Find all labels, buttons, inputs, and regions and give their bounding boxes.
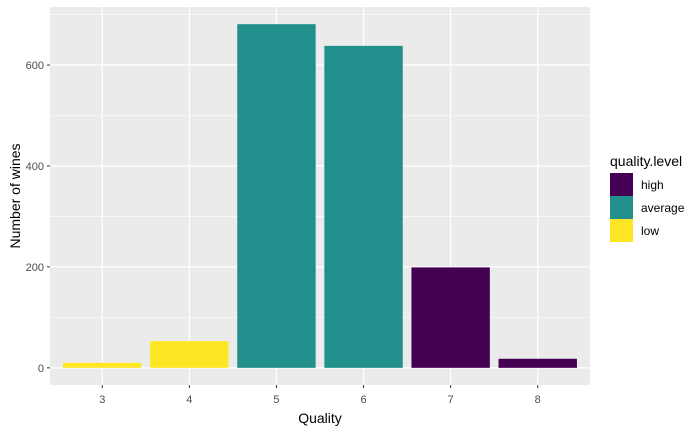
y-tick-label: 200 [26, 262, 44, 274]
legend-swatch-average [610, 196, 633, 219]
bars [63, 24, 577, 368]
legend-swatch-low [610, 219, 633, 242]
y-tick-label: 400 [26, 161, 44, 173]
legend-label-low: low [641, 224, 659, 238]
bar-quality-4 [150, 341, 229, 368]
y-axis-label: Number of wines [7, 143, 23, 248]
legend-swatch-high [610, 173, 633, 196]
legend-label-high: high [641, 178, 664, 192]
x-tick-label: 5 [273, 394, 279, 406]
legend-label-average: average [641, 201, 685, 215]
bar-quality-3 [63, 362, 142, 368]
legend-keys: high average low [610, 173, 685, 242]
x-tick-label: 4 [186, 394, 192, 406]
y-tick-label: 600 [26, 60, 44, 72]
y-tick-label: 0 [38, 363, 44, 375]
legend: quality.level high average low [610, 153, 685, 242]
legend-title: quality.level [610, 153, 682, 169]
x-tick-label: 6 [360, 394, 366, 406]
bar-quality-8 [498, 358, 577, 368]
bar-quality-6 [324, 45, 403, 368]
bar-quality-7 [411, 267, 490, 368]
bar-quality-5 [237, 24, 316, 368]
plot-panel [50, 7, 590, 385]
x-tick-label: 7 [448, 394, 454, 406]
x-tick-label: 3 [99, 394, 105, 406]
x-tick-label: 8 [535, 394, 541, 406]
x-axis-label: Quality [298, 410, 342, 426]
axes: 0 200 400 600 3 4 5 6 7 8 [26, 60, 541, 406]
